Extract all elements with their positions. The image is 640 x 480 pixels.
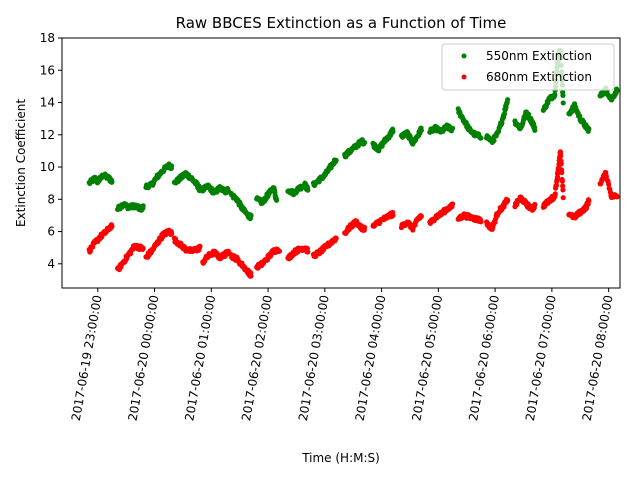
data-point	[418, 127, 424, 133]
data-point	[478, 135, 484, 141]
x-axis: 2017-06-19 23:00:00 2017-06-20 00:00:00 20…	[69, 288, 616, 422]
data-point	[333, 157, 339, 164]
data-point	[552, 93, 558, 99]
data-point	[559, 169, 565, 176]
data-point	[557, 149, 564, 155]
legend-label-550nm: 550nm Extinction	[486, 49, 592, 63]
x-tick-label: 2017-06-20 06:00:00	[466, 294, 502, 422]
data-point	[305, 249, 311, 255]
legend: 550nm Extinction 680nm Extinction	[441, 43, 615, 91]
x-tick-label: 2017-06-20 07:00:00	[523, 294, 559, 422]
data-point	[532, 127, 538, 133]
data-point	[558, 161, 564, 167]
data-point	[560, 92, 566, 98]
data-point	[140, 203, 146, 209]
data-point	[305, 187, 311, 193]
data-point	[560, 183, 566, 189]
plot-frame	[61, 37, 621, 289]
data-point	[553, 182, 560, 189]
data-point	[273, 197, 280, 203]
legend-label-680nm: 680nm Extinction	[486, 70, 592, 84]
data-point	[586, 198, 592, 204]
data-point	[225, 248, 231, 254]
y-tick-label: 10	[40, 160, 55, 174]
data-point	[109, 223, 115, 229]
series-680nm	[86, 149, 620, 279]
data-point	[532, 201, 538, 208]
x-axis-title: Time (H:M:S)	[301, 451, 380, 465]
data-point	[560, 195, 566, 201]
chart-title: Raw BBCES Extinction as a Function of Ti…	[176, 14, 507, 32]
x-tick-label: 2017-06-20 08:00:00	[580, 294, 616, 422]
data-point	[478, 219, 484, 225]
data-point	[614, 194, 620, 200]
y-tick-label: 16	[40, 63, 55, 77]
data-point	[577, 113, 583, 119]
y-tick-label: 6	[47, 225, 55, 239]
data-point	[552, 191, 558, 197]
data-point	[505, 97, 511, 103]
y-axis-title: Extinction Coefficient	[14, 99, 28, 227]
y-tick-label: 18	[40, 31, 55, 45]
data-point	[606, 181, 612, 187]
data-point	[168, 163, 175, 169]
data-point	[559, 178, 565, 184]
x-tick-label: 2017-06-20 01:00:00	[182, 294, 218, 422]
data-point	[361, 139, 368, 146]
legend-box	[441, 43, 615, 91]
x-tick-label: 2017-06-20 02:00:00	[239, 294, 275, 422]
data-point	[418, 213, 424, 219]
legend-marker-680nm	[461, 74, 467, 80]
x-tick-label: 2017-06-20 00:00:00	[126, 294, 162, 422]
data-point	[501, 111, 508, 117]
data-point	[449, 125, 456, 131]
data-point	[505, 197, 511, 203]
data-point	[168, 231, 175, 237]
data-point	[560, 187, 566, 193]
data-point	[586, 126, 592, 132]
y-tick-label: 12	[40, 128, 55, 142]
data-point	[449, 201, 456, 207]
y-tick-label: 8	[47, 192, 55, 206]
data-point	[140, 245, 146, 251]
data-point	[109, 179, 115, 185]
y-tick-label: 14	[40, 96, 55, 110]
data-point	[560, 100, 566, 106]
y-tick-label: 4	[47, 257, 55, 271]
data-point	[248, 213, 254, 219]
data-point	[248, 273, 254, 279]
data-point	[390, 212, 396, 219]
legend-marker-550nm	[461, 53, 467, 59]
data-point	[554, 174, 561, 180]
data-point	[491, 138, 497, 144]
x-tick-label: 2017-06-19 23:00:00	[69, 294, 105, 422]
x-tick-label: 2017-06-20 03:00:00	[296, 294, 332, 422]
data-point	[87, 248, 93, 254]
data-point	[526, 111, 532, 117]
data-point	[614, 88, 620, 94]
data-point	[558, 153, 564, 159]
x-tick-label: 2017-06-20 05:00:00	[409, 294, 445, 422]
x-tick-label: 2017-06-20 04:00:00	[353, 294, 389, 422]
data-point	[197, 243, 203, 249]
data-point	[390, 128, 396, 135]
data-point	[276, 248, 283, 254]
y-axis: 4 6 8 10 12 14 16 18	[40, 31, 62, 271]
data-point	[361, 224, 368, 231]
data-point	[333, 235, 339, 241]
